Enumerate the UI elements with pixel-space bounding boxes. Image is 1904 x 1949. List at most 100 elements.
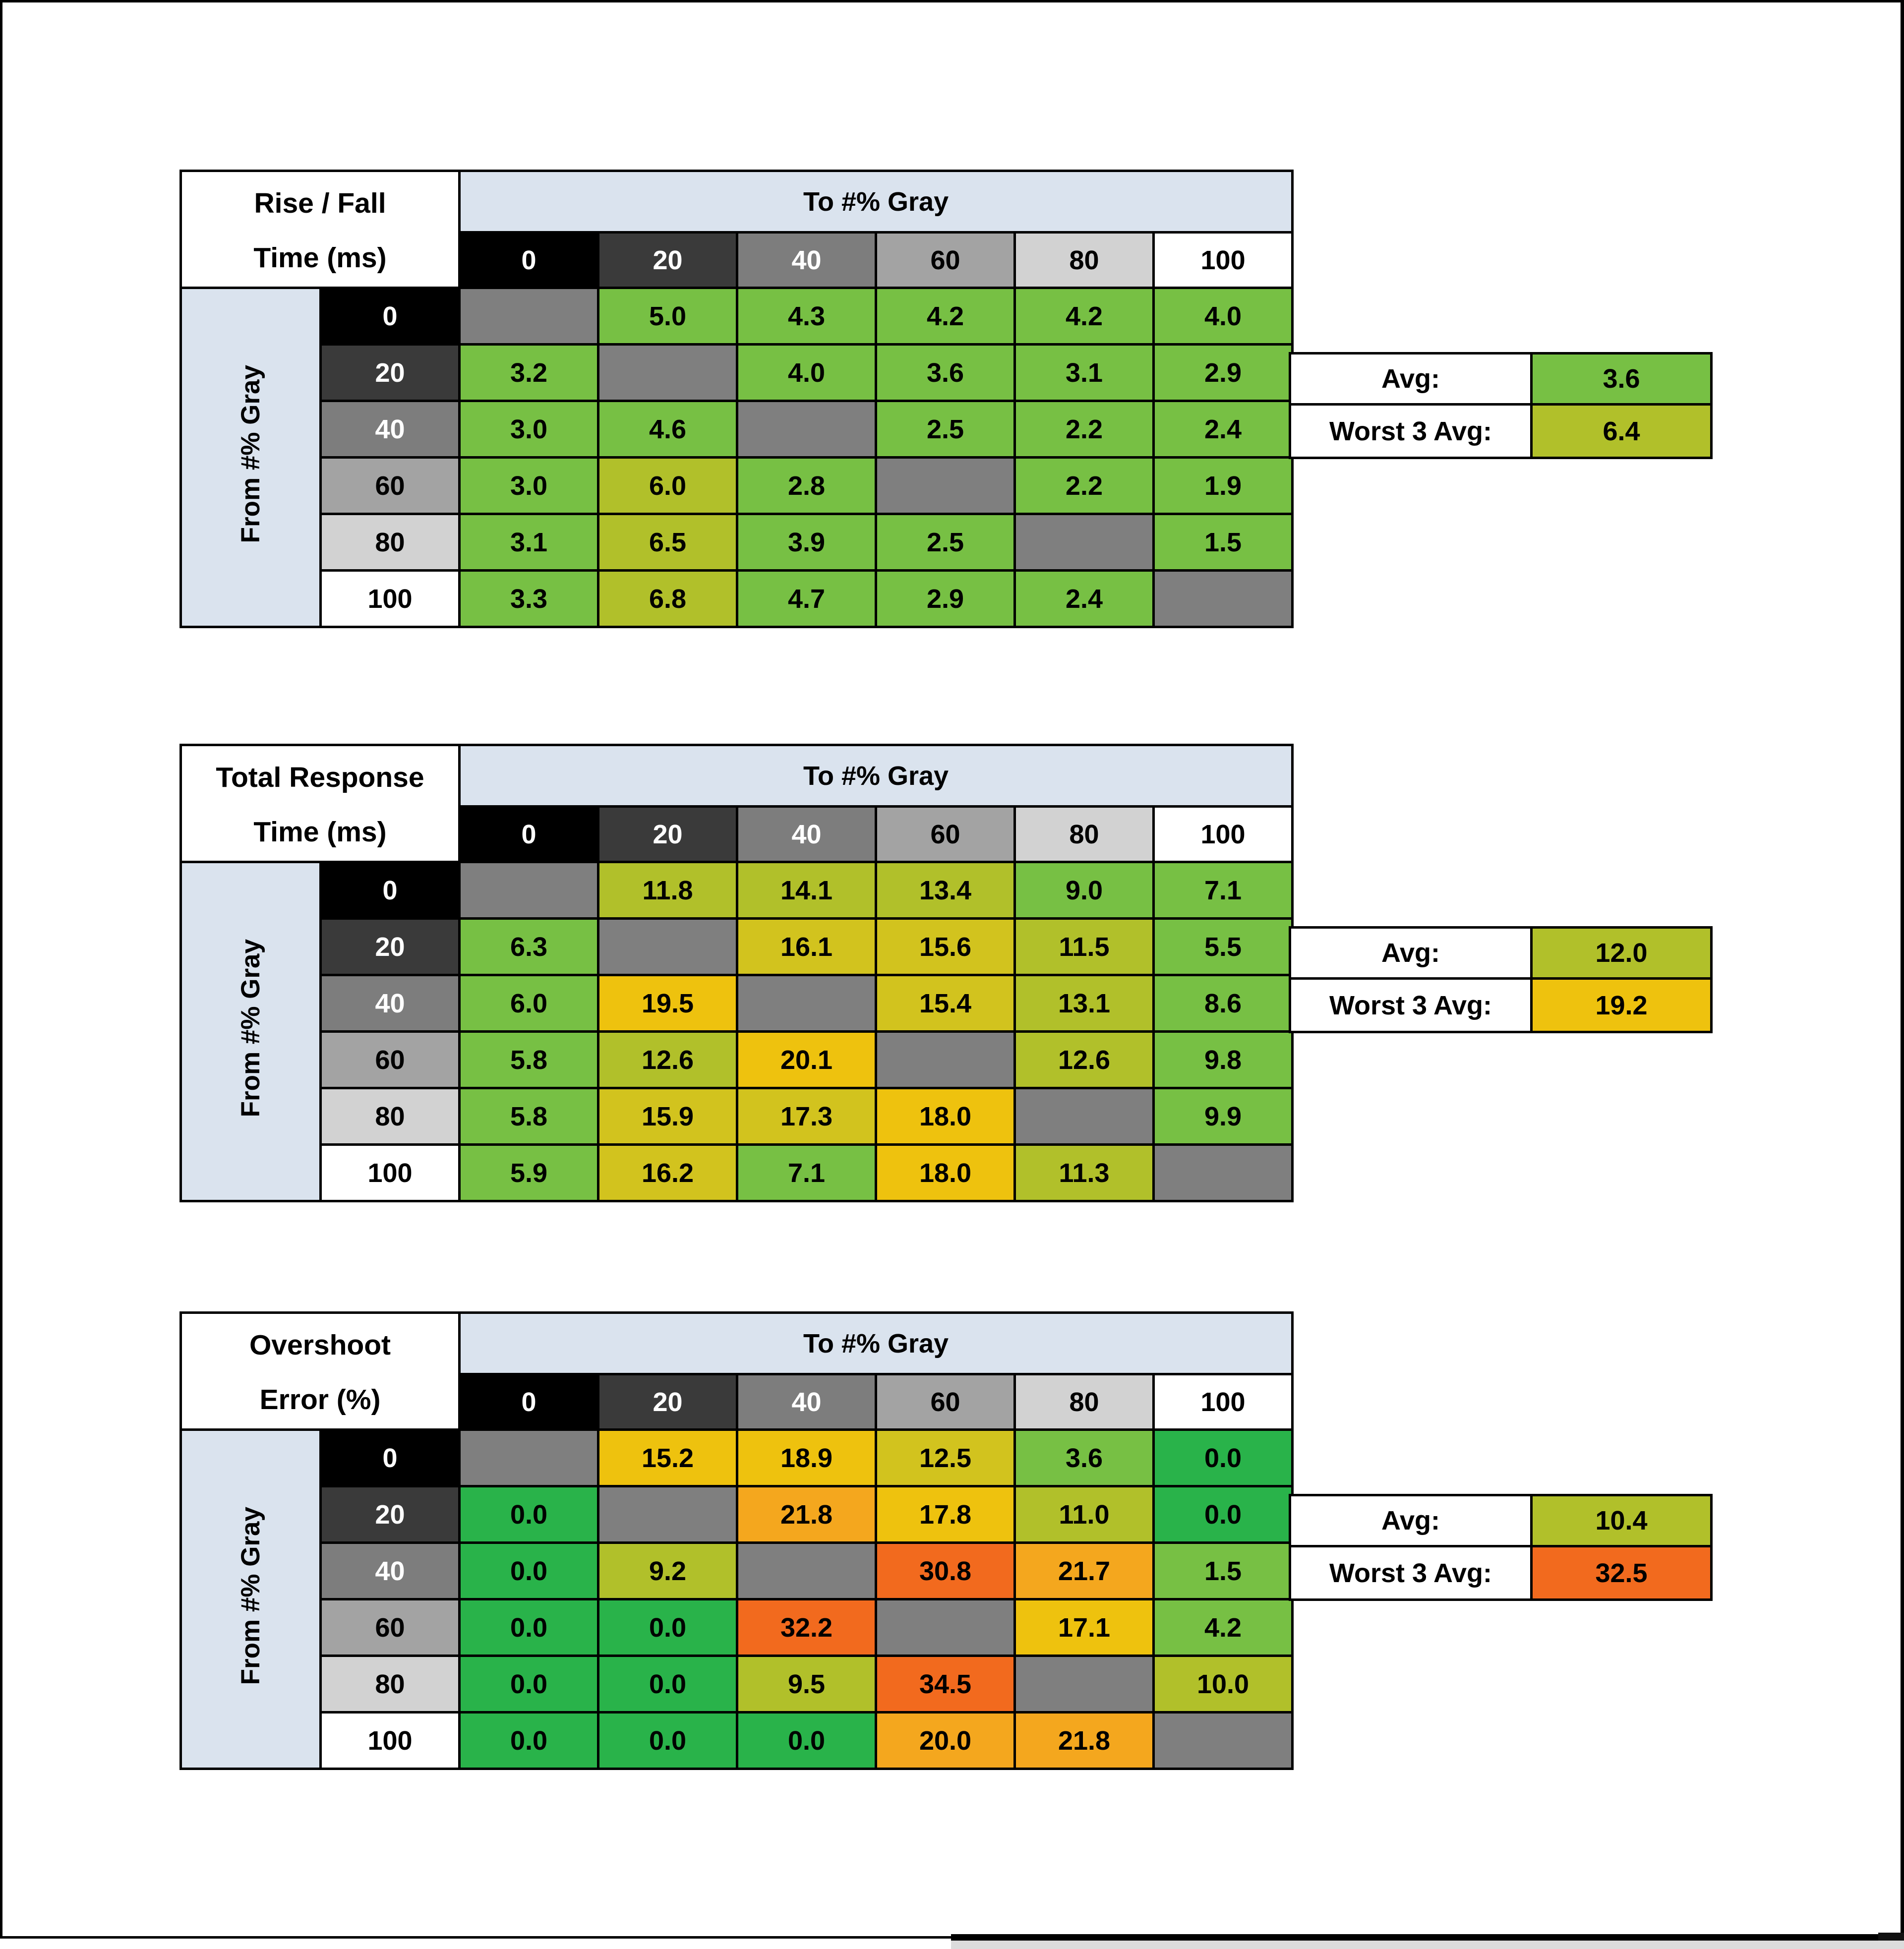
header-row-axis: Overshoot Error (%) To #% Gray bbox=[179, 1311, 1294, 1431]
row-header-20: 20 bbox=[319, 343, 461, 402]
row-header-80: 80 bbox=[319, 1087, 461, 1146]
value-cell: 16.1 bbox=[736, 917, 877, 976]
value-cell: 9.0 bbox=[1013, 861, 1155, 920]
value-cell: 5.5 bbox=[1152, 917, 1294, 976]
value-cell: 19.5 bbox=[597, 974, 738, 1033]
diagonal-cell bbox=[1152, 569, 1294, 628]
value-cell: 5.0 bbox=[597, 287, 739, 346]
row-header-40: 40 bbox=[319, 400, 461, 459]
diagonal-cell bbox=[736, 974, 877, 1033]
summary-block: Avg: 12.0 Worst 3 Avg: 19.2 bbox=[1289, 926, 1713, 1033]
value-cell: 7.1 bbox=[1152, 861, 1294, 920]
value-cell: 1.5 bbox=[1152, 1541, 1294, 1600]
value-cell: 1.5 bbox=[1152, 513, 1294, 572]
value-cell: 0.0 bbox=[458, 1711, 599, 1770]
overshoot-error-table-section: Overshoot Error (%) To #% Gray 0 20 40 60 80 100… bbox=[179, 1311, 1713, 1770]
value-cell: 6.5 bbox=[597, 513, 739, 572]
table-row: 40 3.0 4.6 2.5 2.2 2.4 bbox=[181, 400, 1294, 459]
value-cell: 2.9 bbox=[875, 569, 1016, 628]
col-header-20: 20 bbox=[597, 805, 738, 863]
avg-row: Avg: 12.0 bbox=[1289, 926, 1713, 980]
value-cell: 0.0 bbox=[597, 1711, 738, 1770]
value-cell: 0.0 bbox=[1152, 1428, 1294, 1487]
avg-value: 3.6 bbox=[1533, 352, 1713, 406]
value-cell: 11.3 bbox=[1013, 1143, 1155, 1202]
avg-label: Avg: bbox=[1289, 1494, 1533, 1547]
value-cell: 11.5 bbox=[1013, 917, 1155, 976]
value-cell: 4.7 bbox=[736, 569, 878, 628]
value-cell: 3.9 bbox=[736, 513, 878, 572]
value-cell: 2.4 bbox=[1013, 569, 1155, 628]
window-bottom-corner bbox=[1878, 1933, 1904, 1943]
value-cell: 5.8 bbox=[458, 1030, 599, 1089]
value-cell: 18.9 bbox=[736, 1428, 877, 1487]
heatmap-table: Rise / Fall Time (ms) To #% Gray 0 20 40 60 80 1… bbox=[179, 170, 1294, 628]
value-cell: 2.8 bbox=[736, 456, 878, 515]
diagonal-cell bbox=[1013, 1087, 1155, 1146]
value-cell: 9.5 bbox=[736, 1654, 877, 1713]
value-cell: 6.0 bbox=[458, 974, 599, 1033]
diagonal-cell bbox=[458, 287, 600, 346]
table-title: Rise / Fall Time (ms) bbox=[183, 174, 457, 286]
diagonal-cell bbox=[1013, 1654, 1155, 1713]
value-cell: 6.0 bbox=[597, 456, 739, 515]
row-header-60: 60 bbox=[319, 1030, 461, 1089]
diagonal-cell bbox=[736, 1541, 877, 1600]
row-header-80: 80 bbox=[319, 513, 461, 572]
col-header-60: 60 bbox=[875, 231, 1016, 289]
from-gray-axis-label-cell: From #% Gray bbox=[179, 1428, 322, 1770]
value-cell: 2.5 bbox=[875, 400, 1016, 459]
row-header-20: 20 bbox=[319, 1485, 461, 1544]
diagonal-cell bbox=[458, 861, 599, 920]
value-cell: 20.0 bbox=[875, 1711, 1016, 1770]
table-row: From #% Gray 0 15.2 18.9 12.5 3.6 0.0 bbox=[179, 1428, 1294, 1770]
from-gray-axis-label: From #% Gray bbox=[236, 939, 265, 1118]
value-cell: 0.0 bbox=[736, 1711, 877, 1770]
table-row: From #% Gray 0 5.0 4.3 4.2 4.2 4.0 bbox=[179, 287, 1294, 628]
table-row: 100 3.3 6.8 4.7 2.9 2.4 bbox=[181, 569, 1294, 628]
worst3avg-value: 19.2 bbox=[1533, 980, 1713, 1033]
value-cell: 6.8 bbox=[597, 569, 739, 628]
value-cell: 21.7 bbox=[1013, 1541, 1155, 1600]
summary-block: Avg: 3.6 Worst 3 Avg: 6.4 bbox=[1289, 352, 1713, 459]
value-cell: 17.1 bbox=[1013, 1598, 1155, 1657]
heatmap-table: Overshoot Error (%) To #% Gray 0 20 40 60 80 100… bbox=[179, 1311, 1294, 1770]
table-row: 60 0.0 0.0 32.2 17.1 4.2 bbox=[181, 1598, 1294, 1657]
table-row: 60 5.8 12.6 20.1 12.6 9.8 bbox=[181, 1030, 1294, 1089]
value-cell: 5.8 bbox=[458, 1087, 599, 1146]
value-cell: 7.1 bbox=[736, 1143, 877, 1202]
diagonal-cell bbox=[875, 1030, 1016, 1089]
value-cell: 32.2 bbox=[736, 1598, 877, 1657]
to-gray-axis-label: To #% Gray bbox=[458, 744, 1294, 808]
value-cell: 4.0 bbox=[736, 343, 878, 402]
value-cell: 21.8 bbox=[736, 1485, 877, 1544]
to-gray-axis-label: To #% Gray bbox=[458, 1311, 1294, 1375]
row-header-80: 80 bbox=[319, 1654, 461, 1713]
col-header-40: 40 bbox=[736, 805, 877, 863]
table-row: 40 6.0 19.5 15.4 13.1 8.6 bbox=[181, 974, 1294, 1033]
diagonal-cell bbox=[597, 1485, 738, 1544]
worst3avg-row: Worst 3 Avg: 19.2 bbox=[1289, 980, 1713, 1033]
value-cell: 3.0 bbox=[458, 456, 600, 515]
row-header-100: 100 bbox=[319, 1711, 461, 1770]
col-header-20: 20 bbox=[597, 231, 739, 289]
value-cell: 3.6 bbox=[875, 343, 1016, 402]
value-cell: 13.1 bbox=[1013, 974, 1155, 1033]
col-header-0: 0 bbox=[458, 231, 600, 289]
table-row: 80 3.1 6.5 3.9 2.5 1.5 bbox=[181, 513, 1294, 572]
header-row-axis: Total Response Time (ms) To #% Gray bbox=[179, 744, 1294, 863]
value-cell: 11.0 bbox=[1013, 1485, 1155, 1544]
col-header-0: 0 bbox=[458, 805, 599, 863]
diagonal-cell bbox=[597, 343, 739, 402]
table-title-line: Overshoot bbox=[249, 1329, 391, 1361]
value-cell: 15.9 bbox=[597, 1087, 738, 1146]
col-header-100: 100 bbox=[1152, 805, 1294, 863]
value-cell: 0.0 bbox=[1152, 1485, 1294, 1544]
value-cell: 12.6 bbox=[1013, 1030, 1155, 1089]
worst3avg-value: 6.4 bbox=[1533, 406, 1713, 459]
diagonal-cell bbox=[1152, 1143, 1294, 1202]
to-gray-axis-label: To #% Gray bbox=[458, 170, 1294, 234]
table-row: 20 0.0 21.8 17.8 11.0 0.0 bbox=[181, 1485, 1294, 1544]
value-cell: 2.4 bbox=[1152, 400, 1294, 459]
value-cell: 4.0 bbox=[1152, 287, 1294, 346]
